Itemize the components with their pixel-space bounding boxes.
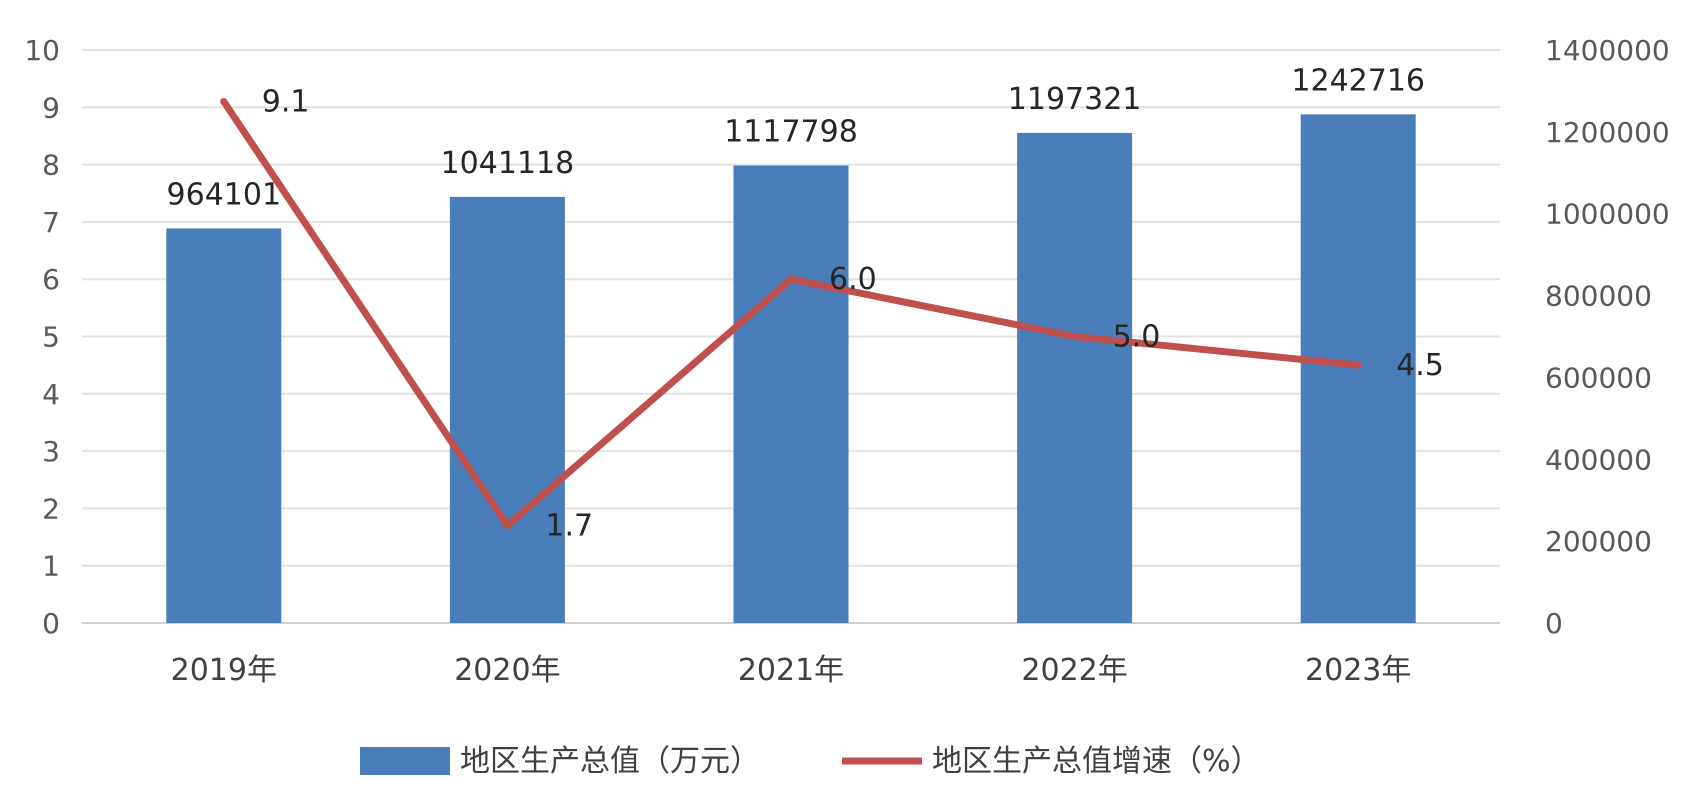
gdp-bar-label: 1242716 (1291, 63, 1425, 98)
category-label: 2023年 (1305, 653, 1411, 688)
left-tick-label: 10 (24, 34, 60, 67)
left-tick-label: 4 (42, 378, 60, 411)
left-axis: 0 1 2 3 4 5 6 7 8 9 10 (24, 34, 60, 640)
left-tick-label: 7 (42, 206, 60, 239)
left-tick-label: 2 (42, 492, 60, 525)
growth-point (1071, 333, 1079, 340)
left-tick-label: 6 (42, 263, 60, 296)
gdp-bar-label: 1117798 (724, 115, 858, 150)
left-tick-label: 8 (42, 149, 60, 182)
growth-label: 6.0 (829, 262, 877, 297)
category-label: 2021年 (738, 653, 844, 688)
gdp-bars (166, 114, 1416, 624)
x-axis-categories: 2019年 2020年 2021年 2022年 2023年 (171, 653, 1412, 688)
gdp-bar-label: 1041118 (441, 146, 575, 181)
growth-label: 5.0 (1113, 320, 1161, 355)
growth-point (503, 522, 511, 530)
left-tick-label: 9 (42, 91, 60, 124)
left-tick-label: 0 (42, 607, 60, 640)
right-axis: 0 200000 400000 600000 800000 1000000 1200000 1… (1545, 34, 1670, 640)
gdp-bar-label: 1197321 (1008, 82, 1142, 117)
right-tick-label: 1200000 (1545, 116, 1670, 149)
growth-point (787, 275, 795, 283)
gdp-bar-label: 964101 (167, 177, 282, 212)
line-data-labels: 9.1 1.7 6.0 5.0 4.5 (262, 85, 1444, 544)
category-label: 2019年 (171, 653, 277, 688)
right-tick-label: 800000 (1545, 280, 1652, 313)
legend-line-label: 地区生产总值增速（%） (932, 744, 1261, 779)
gdp-bar (166, 228, 282, 623)
legend-bar-swatch (360, 747, 450, 775)
left-tick-label: 5 (42, 321, 60, 354)
growth-point (220, 98, 228, 106)
growth-point (1354, 361, 1362, 369)
legend-bar-label: 地区生产总值（万元） (460, 744, 760, 779)
right-tick-label: 200000 (1545, 525, 1652, 558)
gdp-bar (1300, 114, 1416, 624)
growth-label: 9.1 (262, 85, 310, 120)
gdp-bar (449, 196, 565, 624)
right-tick-label: 0 (1545, 607, 1563, 640)
right-tick-label: 1000000 (1545, 198, 1670, 231)
left-tick-label: 1 (42, 550, 60, 583)
growth-label: 4.5 (1396, 348, 1444, 383)
category-label: 2020年 (454, 653, 560, 688)
bar-data-labels: 964101 1041118 1117798 1197321 1242716 (167, 63, 1425, 212)
gdp-bar (1017, 132, 1133, 623)
growth-label: 1.7 (545, 509, 593, 544)
gdp-bar (733, 165, 849, 623)
growth-line (220, 98, 1362, 530)
legend: 地区生产总值（万元） 地区生产总值增速（%） (360, 744, 1261, 779)
right-tick-label: 400000 (1545, 443, 1652, 476)
right-tick-label: 1400000 (1545, 34, 1670, 67)
right-tick-label: 600000 (1545, 361, 1652, 394)
left-tick-label: 3 (42, 435, 60, 468)
category-label: 2022年 (1021, 653, 1127, 688)
